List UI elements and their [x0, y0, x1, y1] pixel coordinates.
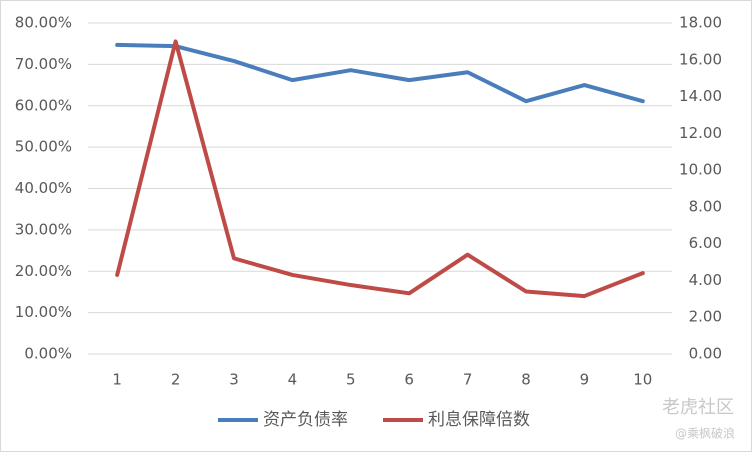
- y2-tick-label: 16.00: [679, 50, 722, 68]
- x-tick-label: 8: [521, 371, 531, 389]
- legend-label: 资产负债率: [263, 410, 348, 430]
- x-tick-label: 5: [346, 371, 356, 389]
- series-line: [115, 39, 645, 299]
- y2-tick-label: 8.00: [689, 197, 722, 215]
- y2-tick-label: 2.00: [689, 308, 722, 326]
- watermark: 老虎社区: [662, 397, 734, 418]
- y2-tick-label: 18.00: [679, 14, 722, 32]
- x-tick-label: 3: [229, 371, 239, 389]
- x-tick-label: 9: [580, 371, 590, 389]
- y-tick-label: 80.00%: [15, 14, 72, 32]
- x-tick-label: 7: [463, 371, 473, 389]
- x-tick-label: 2: [171, 371, 181, 389]
- y2-tick-label: 10.00: [679, 161, 722, 179]
- series-line: [115, 42, 645, 104]
- x-tick-label: 6: [404, 371, 414, 389]
- y2-tick-label: 12.00: [679, 124, 722, 142]
- watermark: @乘枫破浪: [675, 426, 735, 441]
- y2-tick-label: 6.00: [689, 234, 722, 252]
- y-tick-label: 50.00%: [15, 138, 72, 156]
- y2-tick-label: 4.00: [689, 271, 722, 289]
- x-tick-label: 10: [633, 371, 652, 389]
- y-tick-label: 40.00%: [15, 179, 72, 197]
- legend-label: 利息保障倍数: [428, 410, 530, 430]
- x-tick-label: 4: [288, 371, 298, 389]
- y2-tick-label: 0.00: [689, 345, 722, 363]
- y-tick-label: 0.00%: [24, 345, 72, 363]
- x-tick-label: 1: [112, 371, 122, 389]
- y-tick-label: 70.00%: [15, 55, 72, 73]
- y2-tick-label: 14.00: [679, 87, 722, 105]
- y-tick-label: 60.00%: [15, 96, 72, 114]
- y-tick-label: 10.00%: [15, 303, 72, 321]
- y-tick-label: 20.00%: [15, 262, 72, 280]
- y-tick-label: 30.00%: [15, 220, 72, 238]
